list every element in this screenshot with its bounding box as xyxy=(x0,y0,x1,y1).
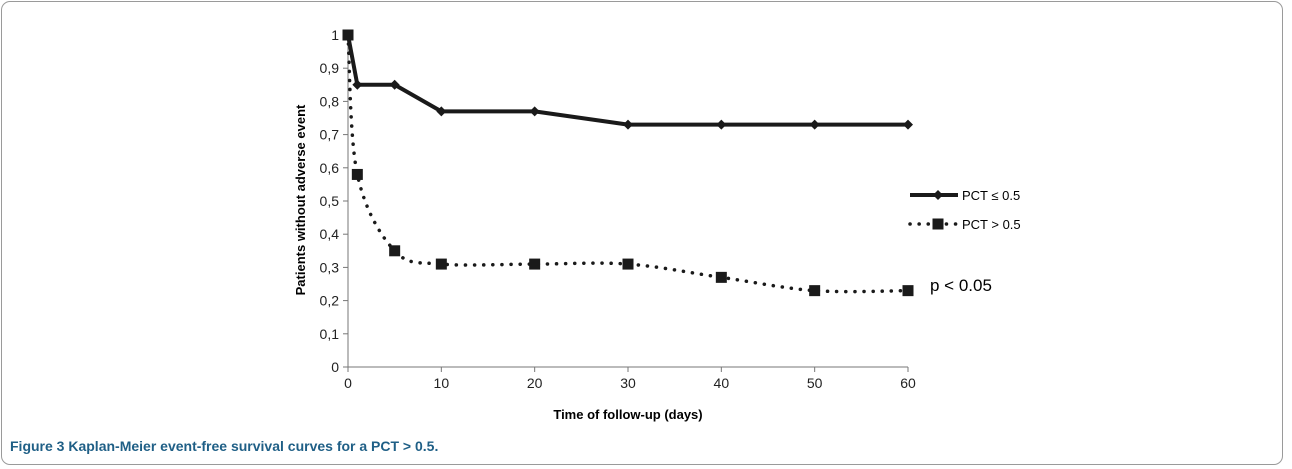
x-axis-title: Time of follow-up (days) xyxy=(553,407,702,422)
y-tick-label: 0,9 xyxy=(320,60,340,76)
x-tick-label: 10 xyxy=(434,375,450,391)
y-tick-label: 0,7 xyxy=(320,127,340,143)
chart-legend: PCT ≤ 0.5 PCT > 0.5 xyxy=(908,188,1021,232)
y-tick-label: 0,5 xyxy=(320,193,340,209)
data-point xyxy=(352,79,363,90)
chart-axes: 00,10,20,30,40,50,60,70,80,910 10 20 30 40 50… xyxy=(320,27,916,391)
y-tick-label: 0,4 xyxy=(320,226,340,242)
data-point xyxy=(716,119,727,130)
y-tick-label: 0,8 xyxy=(320,93,340,109)
chart-series: p < 0.05 xyxy=(342,29,992,297)
legend-marker xyxy=(933,190,943,200)
data-point xyxy=(435,258,447,270)
figure-caption: Figure 3 Kaplan-Meier event-free surviva… xyxy=(10,438,438,454)
x-tick-label: 60 xyxy=(900,375,916,391)
series-line xyxy=(346,34,908,127)
p-value-annotation: p < 0.05 xyxy=(930,276,992,295)
data-point xyxy=(903,119,913,130)
y-tick-label: 0,1 xyxy=(320,326,340,342)
data-point xyxy=(715,271,727,283)
y-tick-label: 0,3 xyxy=(320,259,340,275)
caption-text: Kaplan-Meier event-free survival curves … xyxy=(68,438,439,454)
series-1 xyxy=(343,30,913,130)
y-axis-title: Patients without adverse event xyxy=(293,104,308,295)
x-tick-label: 50 xyxy=(807,375,823,391)
data-point xyxy=(623,119,633,130)
x-tick-label: 0 xyxy=(344,375,352,391)
legend-label: PCT > 0.5 xyxy=(962,217,1021,232)
caption-label: Figure 3 xyxy=(10,438,65,454)
legend-item: PCT ≤ 0.5 xyxy=(910,188,1020,203)
series-2 xyxy=(342,29,914,297)
data-point xyxy=(622,258,634,270)
legend-marker xyxy=(932,218,944,230)
data-point xyxy=(436,106,447,117)
data-point xyxy=(809,119,820,130)
data-point xyxy=(809,285,821,297)
y-tick-label: 1 xyxy=(331,27,339,43)
legend-item: PCT > 0.5 xyxy=(908,217,1021,232)
x-tick-label: 40 xyxy=(714,375,730,391)
data-point xyxy=(342,29,354,41)
data-point xyxy=(351,168,363,180)
data-point xyxy=(389,79,400,90)
y-tick-label: 0 xyxy=(331,359,339,375)
data-point xyxy=(902,285,914,297)
x-tick-label: 30 xyxy=(620,375,636,391)
data-point xyxy=(389,245,401,257)
data-point xyxy=(529,258,541,270)
legend-label: PCT ≤ 0.5 xyxy=(962,188,1020,203)
y-tick-label: 0,2 xyxy=(320,293,340,309)
x-tick-label: 20 xyxy=(527,375,543,391)
y-tick-label: 0,6 xyxy=(320,160,340,176)
series-line xyxy=(346,33,910,294)
data-point xyxy=(529,106,540,117)
